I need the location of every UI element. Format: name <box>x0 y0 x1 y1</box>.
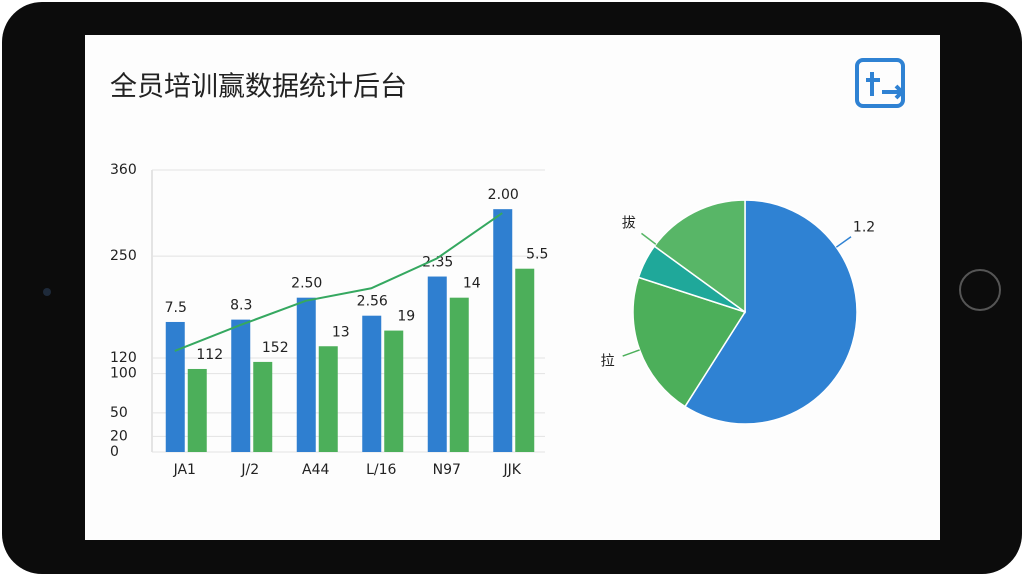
bar-label: 7.5 <box>165 300 187 316</box>
bar-label: 14 <box>463 276 481 292</box>
y-tick-label: 100 <box>110 366 137 382</box>
pie-slice <box>632 276 747 408</box>
bar <box>187 368 207 452</box>
x-tick-label: JJK <box>503 462 522 478</box>
bar-label: 5.5 <box>526 247 548 263</box>
bar <box>253 361 273 452</box>
y-tick-label: 20 <box>110 428 128 444</box>
slice-label: 1.2 <box>853 219 875 235</box>
home-button[interactable] <box>959 269 1001 311</box>
pie-slice <box>653 199 746 314</box>
x-tick-label: N97 <box>433 462 461 478</box>
export-icon[interactable] <box>855 58 905 108</box>
bar-label: 13 <box>332 324 350 340</box>
bar-label: 2.35 <box>422 255 453 271</box>
bar <box>493 209 513 452</box>
bar <box>427 276 447 452</box>
leader-line <box>641 232 657 245</box>
y-tick-label: 120 <box>110 350 137 366</box>
y-tick-label: 250 <box>110 248 137 264</box>
pie-slice <box>683 199 858 425</box>
bar-label: 2.50 <box>291 276 322 292</box>
leader-line <box>622 349 640 357</box>
bar <box>362 315 382 452</box>
bar <box>449 297 469 452</box>
camera <box>43 288 51 296</box>
x-tick-label: L/16 <box>366 462 396 478</box>
trend-line <box>174 212 503 352</box>
slice-label: 拔 <box>622 216 636 232</box>
bar <box>296 297 316 452</box>
x-tick-label: JA1 <box>173 462 196 478</box>
bar <box>384 330 404 452</box>
bar <box>165 321 185 452</box>
y-tick-label: 50 <box>110 405 128 421</box>
bar-label: 19 <box>397 309 415 325</box>
bar-label: 2.00 <box>488 187 519 203</box>
x-tick-label: A44 <box>302 462 329 478</box>
leader-line <box>835 236 852 248</box>
bar-label: 112 <box>196 347 223 363</box>
bar-label: 152 <box>262 340 289 356</box>
bar <box>515 268 535 452</box>
bar <box>231 319 251 452</box>
icon-glyph <box>866 72 905 100</box>
y-tick-label: 0 <box>110 444 119 460</box>
slice-label: 拉 <box>601 353 615 369</box>
bar <box>318 346 338 452</box>
bar-label: 8.3 <box>230 298 252 314</box>
icon-frame <box>855 58 905 108</box>
page-title: 全员培训赢数据统计后台 <box>110 72 407 103</box>
bar-label: 2.56 <box>357 294 388 310</box>
y-tick-label: 360 <box>110 162 137 178</box>
x-tick-label: J/2 <box>240 462 259 478</box>
